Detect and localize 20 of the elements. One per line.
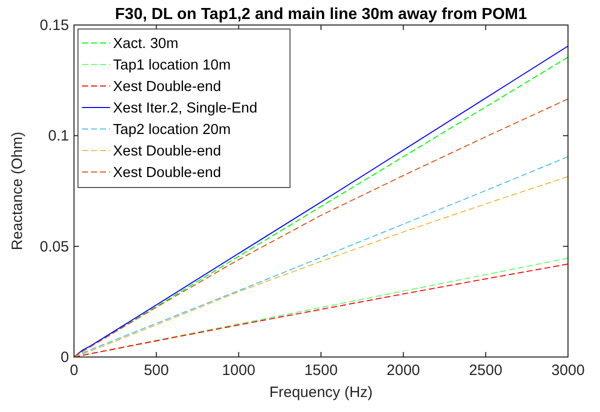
legend-label: Tap2 location 20m: [113, 122, 231, 138]
x-tick-label: 3000: [551, 362, 585, 379]
x-tick-label: 500: [144, 362, 169, 379]
y-tick-label: 0.1: [48, 128, 69, 145]
x-axis-title: Frequency (Hz): [269, 384, 373, 401]
y-axis-title: Reactance (Ohm): [9, 132, 26, 250]
legend-label: Xact. 30m: [113, 36, 178, 52]
y-tick-label: 0: [60, 349, 69, 366]
legend-label: Xest Double-end: [113, 165, 222, 181]
y-tick-label: 0.05: [40, 238, 69, 256]
legend-label: Xest Double-end: [113, 79, 222, 95]
legend-label: Xest Double-end: [113, 144, 222, 160]
legend-label: Tap1 location 10m: [113, 58, 231, 74]
x-tick-label: 2500: [468, 362, 502, 379]
x-tick-label: 2000: [386, 362, 420, 379]
x-tick-label: 1000: [222, 362, 256, 379]
legend-label: Xest Iter.2, Single-End: [113, 100, 258, 116]
x-tick-label: 1500: [304, 362, 338, 379]
y-tick-label: 0.15: [40, 17, 69, 34]
chart-title: F30, DL on Tap1,2 and main line 30m away from POM1: [115, 6, 528, 23]
